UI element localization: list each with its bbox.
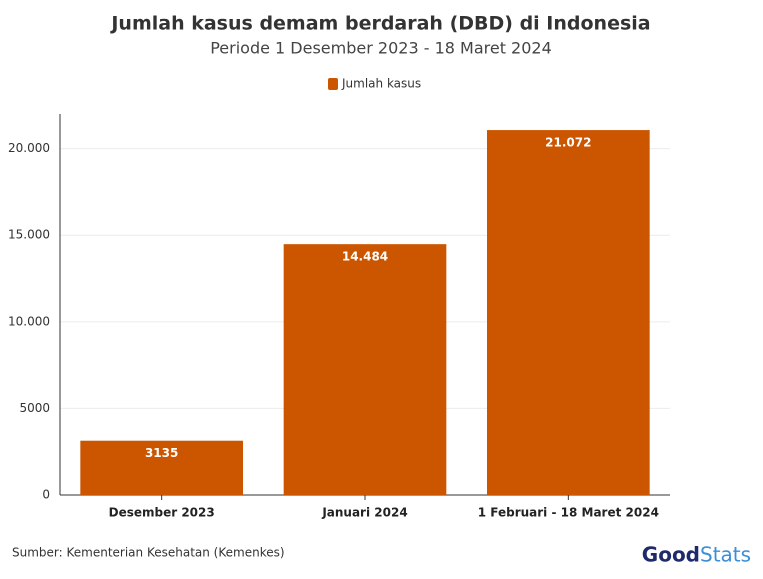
logo-good: Good [642,543,700,567]
bar [283,244,447,495]
y-tick-label: 10.000 [8,314,50,328]
chart-title: Jumlah kasus demam berdarah (DBD) di Ind… [109,13,650,35]
chart-subtitle: Periode 1 Desember 2023 - 18 Maret 2024 [210,39,552,58]
legend-swatch [328,78,338,90]
legend-label: Jumlah kasus [341,77,421,91]
y-tick-label: 0 [42,488,50,502]
bar [487,130,650,495]
source: Sumber: Kementerian Kesehatan (Kemenkes) [12,546,285,560]
x-tick-label: 1 Februari - 18 Maret 2024 [478,506,659,520]
data-label: 21.072 [545,136,591,150]
x-tick-label: Desember 2023 [109,506,215,520]
data-label: 14.484 [342,250,388,264]
bar [80,440,243,495]
data-label: 3135 [145,446,178,460]
y-tick-label: 20.000 [8,141,50,155]
logo-stats: Stats [700,543,751,567]
y-tick-label: 15.000 [8,228,50,242]
x-tick-label: Januari 2024 [321,506,407,520]
y-tick-label: 5000 [19,401,50,415]
